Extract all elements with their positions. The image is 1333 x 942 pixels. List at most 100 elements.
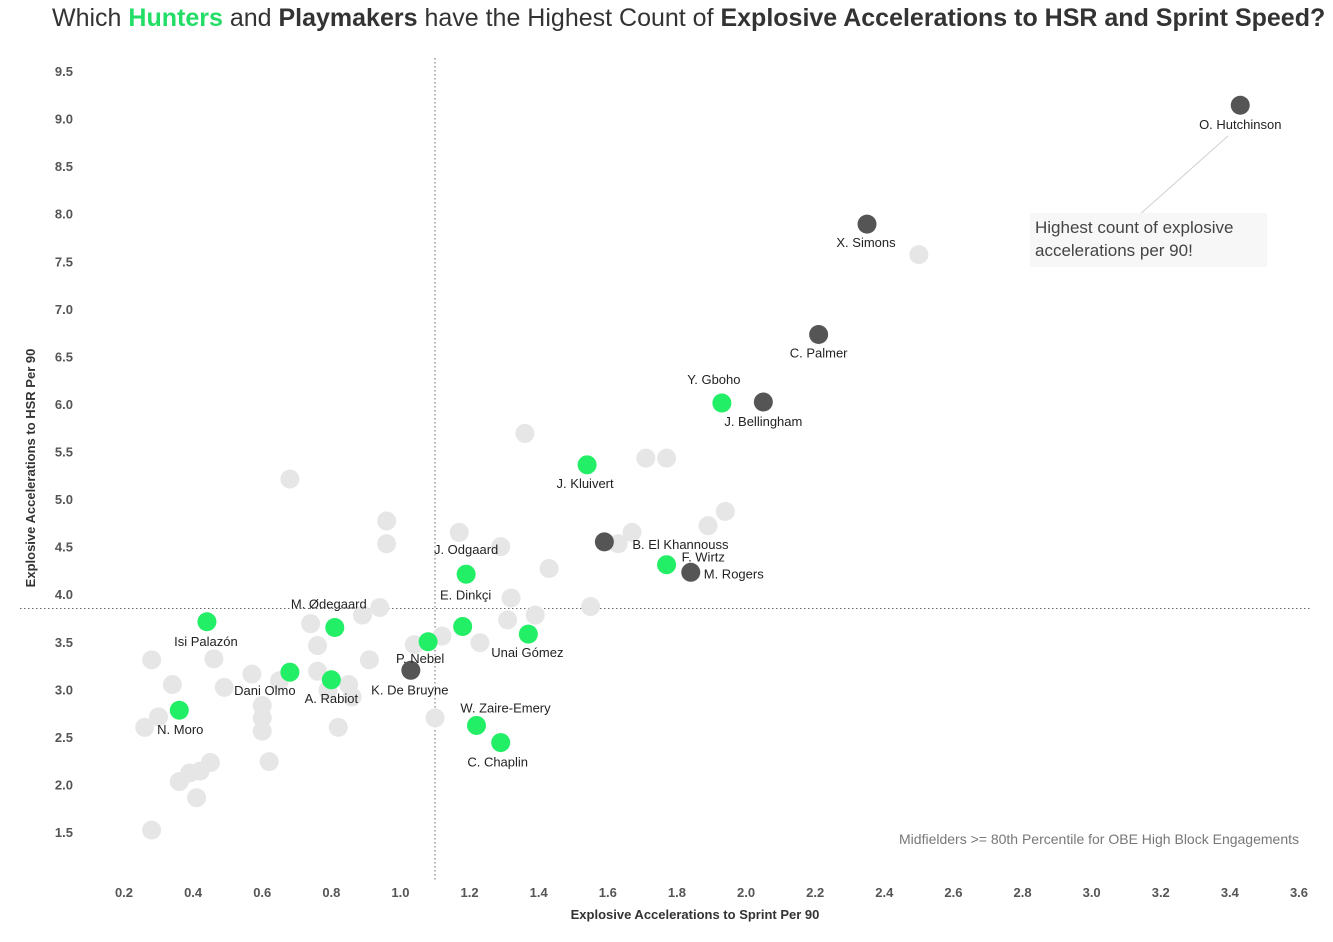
playmaker-point-b-el-khannouss <box>594 532 614 552</box>
axis-ticks: 0.2 0.4 0.6 0.8 1.0 1.2 1.4 1.6 1.8 2.0 2.2 2.4 2.6 2… <box>55 64 1308 900</box>
other-point <box>581 597 601 617</box>
point-label-e-dinkci: E. Dinkçi <box>440 588 491 603</box>
x-tick-label: 2.6 <box>944 885 962 900</box>
y-tick-label: 8.0 <box>55 207 73 222</box>
other-point <box>308 636 328 656</box>
other-point <box>214 677 234 697</box>
other-point <box>135 717 155 737</box>
other-point <box>259 752 279 772</box>
y-tick-label: 7.5 <box>55 254 73 269</box>
other-point <box>377 511 397 531</box>
hunter-point-c-chaplin <box>491 733 511 753</box>
point-labels: Y. Gboho J. Kluivert F. Wirtz J. Odgaard Isi… <box>157 117 1281 769</box>
y-tick-label: 2.0 <box>55 777 73 792</box>
y-tick-label: 1.5 <box>55 825 73 840</box>
other-point <box>328 717 348 737</box>
other-point <box>370 598 390 618</box>
other-point <box>377 534 397 554</box>
y-tick-label: 5.5 <box>55 445 73 460</box>
y-tick-label: 8.5 <box>55 159 73 174</box>
title-text-1: Which <box>52 4 129 32</box>
playmaker-point-m-rogers <box>681 562 701 582</box>
x-tick-label: 3.0 <box>1083 885 1101 900</box>
point-label-k-de-bruyne: K. De Bruyne <box>371 682 448 697</box>
point-label-isi-palazon: Isi Palazón <box>174 634 238 649</box>
x-tick-label: 3.6 <box>1290 885 1308 900</box>
title-text-2: and <box>222 4 279 32</box>
y-tick-label: 4.5 <box>55 540 73 555</box>
other-point <box>470 633 490 653</box>
y-tick-label: 4.0 <box>55 587 73 602</box>
hunter-point-j-kluivert <box>577 455 597 475</box>
other-point <box>608 534 628 554</box>
x-tick-label: 1.2 <box>461 885 479 900</box>
other-point <box>636 448 656 468</box>
other-point <box>342 687 362 707</box>
other-point <box>525 605 545 625</box>
point-label-b-el-khannouss: B. El Khannouss <box>632 537 729 552</box>
title-playmakers: Playmakers <box>278 4 418 32</box>
title-text-3: have the Highest Count of <box>417 4 721 32</box>
hunter-point-j-odgaard <box>456 564 476 584</box>
other-point <box>715 501 735 521</box>
playmaker-point-j-bellingham <box>753 392 773 412</box>
point-label-c-chaplin: C. Chaplin <box>467 755 528 770</box>
highlighted-points <box>169 95 1250 753</box>
x-tick-label: 1.6 <box>599 885 617 900</box>
reference-lines <box>20 58 1310 880</box>
x-tick-label: 2.4 <box>875 885 894 900</box>
annotation-connector <box>1137 135 1229 217</box>
playmaker-point-c-palmer <box>809 324 829 344</box>
x-tick-label: 2.8 <box>1013 885 1031 900</box>
x-tick-label: 0.2 <box>115 885 133 900</box>
other-point <box>242 664 262 684</box>
hunter-point-n-moro <box>169 700 189 720</box>
x-tick-label: 3.2 <box>1152 885 1170 900</box>
other-point <box>909 245 929 265</box>
hunter-point-f-wirtz <box>657 555 677 575</box>
other-point <box>308 661 328 681</box>
point-label-a-rabiot: A. Rabiot <box>305 691 359 706</box>
y-tick-label: 7.0 <box>55 302 73 317</box>
hunter-point-w-zaire-emery <box>467 715 486 735</box>
point-label-j-odgaard: J. Odgaard <box>434 542 498 557</box>
other-point <box>491 537 511 557</box>
other-point <box>498 610 518 630</box>
other-point <box>657 448 677 468</box>
annotation-line-1: Highest count of explosive <box>1035 218 1234 237</box>
other-point <box>622 522 642 542</box>
point-label-n-moro: N. Moro <box>157 722 203 737</box>
y-axis-label: Explosive Accelerations to HSR Per 90 <box>23 349 38 588</box>
x-tick-label: 0.4 <box>184 885 203 900</box>
other-point <box>252 708 272 728</box>
point-label-m-degaard: M. Ødegaard <box>291 596 367 611</box>
x-tick-label: 1.8 <box>668 885 686 900</box>
annotation-layer <box>1137 135 1229 217</box>
other-point <box>698 516 718 536</box>
other-point <box>142 650 162 670</box>
y-tick-label: 5.0 <box>55 492 73 507</box>
point-label-y-gboho: Y. Gboho <box>687 372 740 387</box>
point-label-o-hutchinson: O. Hutchinson <box>1199 117 1281 132</box>
other-point <box>352 605 372 625</box>
x-tick-label: 1.0 <box>391 885 409 900</box>
x-tick-label: 1.4 <box>530 885 549 900</box>
other-point <box>359 650 379 670</box>
point-label-c-palmer: C. Palmer <box>790 345 848 360</box>
playmaker-point-o-hutchinson <box>1230 95 1250 115</box>
other-point <box>425 708 445 728</box>
footnote: Midfielders >= 80th Percentile for OBE H… <box>899 831 1299 847</box>
point-label-unai-gomez: Unai Gómez <box>491 645 563 660</box>
x-tick-label: 3.4 <box>1221 885 1240 900</box>
other-point <box>252 721 272 741</box>
other-point <box>301 614 321 634</box>
other-point <box>162 675 182 695</box>
other-point <box>280 469 300 489</box>
point-label-m-rogers: M. Rogers <box>704 566 764 581</box>
hunter-point-e-dinkci <box>453 617 473 637</box>
point-label-j-kluivert: J. Kluivert <box>557 476 614 491</box>
x-tick-label: 0.6 <box>253 885 271 900</box>
other-point <box>149 707 169 727</box>
hunter-point-p-nebel <box>418 632 438 652</box>
other-point <box>142 820 162 840</box>
